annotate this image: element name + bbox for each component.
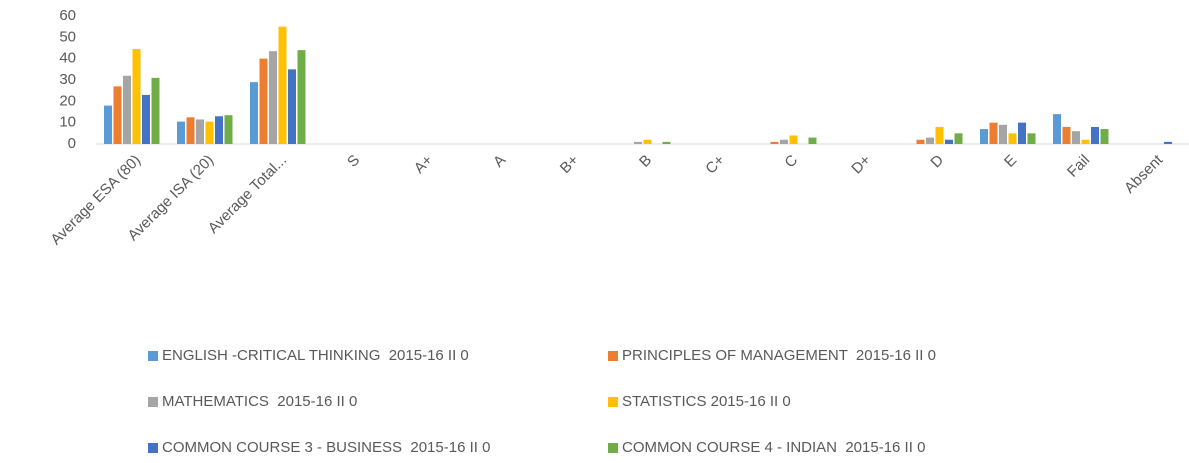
x-tick-label: Average Total... — [205, 152, 290, 237]
legend-label: PRINCIPLES OF MANAGEMENT 2015-16 II 0 — [622, 347, 936, 364]
bar — [196, 119, 204, 144]
legend-label: STATISTICS 2015-16 II 0 — [622, 393, 791, 410]
bar — [151, 77, 160, 144]
bar — [989, 122, 998, 144]
y-tick-label: 60 — [59, 7, 76, 24]
legend-label: ENGLISH -CRITICAL THINKING 2015-16 II 0 — [162, 347, 469, 364]
bar — [123, 75, 131, 144]
bar — [634, 141, 642, 144]
y-tick-label: 40 — [59, 50, 76, 67]
x-tick-label: E — [1001, 152, 1020, 171]
x-tick-label: B+ — [557, 151, 582, 176]
legend-swatch — [608, 351, 618, 361]
x-tick-label: A — [490, 152, 509, 171]
bar — [945, 139, 953, 144]
bar — [104, 105, 112, 144]
legend-swatch — [148, 397, 158, 407]
bar — [288, 69, 296, 144]
bar — [1081, 139, 1090, 144]
bar — [789, 135, 798, 144]
bar — [643, 139, 652, 144]
bar — [259, 58, 268, 144]
bar — [916, 139, 925, 144]
bar — [297, 50, 306, 145]
bar — [1100, 129, 1109, 144]
bar — [980, 129, 988, 144]
x-tick-label: Absent — [1121, 151, 1167, 197]
bar — [935, 126, 944, 144]
legend-swatch — [148, 443, 158, 453]
x-tick-label: D+ — [848, 151, 874, 177]
bar — [205, 121, 214, 144]
y-tick-label: 10 — [59, 114, 76, 131]
bar — [224, 115, 233, 144]
bar — [1008, 133, 1017, 144]
x-tick-label: D — [927, 152, 947, 172]
bar — [142, 94, 150, 144]
bar — [999, 124, 1007, 144]
x-tick-label: S — [344, 152, 363, 171]
bar — [1072, 131, 1080, 144]
y-tick-label: 0 — [68, 135, 76, 152]
bar — [215, 116, 223, 144]
x-tick-label: A+ — [411, 151, 436, 176]
x-tick-label: C+ — [702, 151, 728, 177]
x-tick-label: Fail — [1064, 152, 1093, 181]
legend-swatch — [608, 443, 618, 453]
bar — [1091, 126, 1099, 144]
bar — [1027, 133, 1036, 144]
x-tick-label: B — [636, 152, 655, 171]
bar — [770, 141, 779, 144]
legend-label: MATHEMATICS 2015-16 II 0 — [162, 393, 357, 410]
legend-swatch — [608, 397, 618, 407]
y-tick-label: 30 — [59, 71, 76, 88]
bar — [186, 117, 195, 144]
bar — [250, 82, 258, 144]
bar — [278, 26, 287, 145]
legend-label: COMMON COURSE 4 - INDIAN 2015-16 II 0 — [622, 439, 925, 456]
bar — [780, 139, 788, 144]
bar — [113, 86, 122, 144]
bar — [1164, 141, 1172, 144]
bar — [132, 49, 141, 144]
y-tick-label: 50 — [59, 28, 76, 45]
x-tick-label: C — [781, 152, 801, 172]
bar — [1018, 122, 1026, 144]
bar — [177, 121, 185, 144]
bar — [954, 133, 963, 144]
y-tick-label: 20 — [59, 92, 76, 109]
legend-label: COMMON COURSE 3 - BUSINESS 2015-16 II 0 — [162, 439, 490, 456]
legend-swatch — [148, 351, 158, 361]
bar — [808, 137, 817, 144]
bar — [662, 141, 671, 144]
bar — [269, 51, 277, 145]
bar — [1053, 114, 1061, 144]
bar — [1062, 126, 1071, 144]
bar — [926, 137, 934, 144]
